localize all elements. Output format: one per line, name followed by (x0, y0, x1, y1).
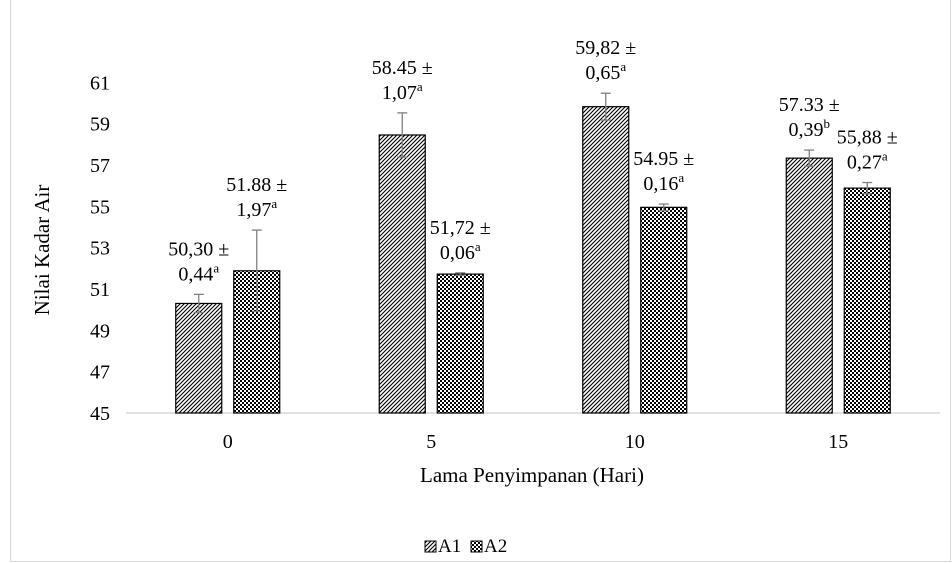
data-label: 59,82 ± (575, 37, 636, 59)
x-tick-label: 0 (223, 431, 233, 453)
x-tick-label: 10 (625, 431, 645, 453)
data-label-error: 0,06a (440, 239, 481, 264)
bar-a1 (378, 134, 426, 414)
bar-a1 (582, 106, 630, 414)
bars: 50,30 ±0,44a 51.88 ±1,97a 58.45 ±1,07a 51,7… (168, 37, 898, 414)
data-label-error: 1,97a (236, 196, 277, 221)
y-tick-label: 55 (90, 196, 110, 218)
y-tick-label: 49 (90, 320, 110, 342)
y-tick-labels: 45 47 49 51 53 55 57 59 61 (90, 72, 110, 425)
y-tick-label: 53 (90, 238, 110, 260)
y-tick-label: 61 (90, 72, 110, 94)
x-tick-labels: 0 5 10 15 (223, 431, 849, 453)
data-label: 58.45 ± (372, 57, 433, 79)
bar-a1 (785, 157, 833, 414)
legend-swatch-a1 (424, 540, 437, 553)
bar-a2 (843, 187, 891, 414)
data-label-error: 0,39b (789, 116, 831, 141)
y-tick-label: 57 (90, 155, 110, 177)
x-tick-label: 5 (426, 431, 436, 453)
data-label: 51.88 ± (226, 174, 287, 196)
data-label-error: 0,44a (178, 260, 219, 285)
data-label: 57.33 ± (779, 94, 840, 116)
x-tick-label: 15 (828, 431, 848, 453)
data-label: 50,30 ± (168, 238, 229, 260)
data-label: 55,88 ± (837, 127, 898, 149)
y-axis-title: Nilai Kadar Air (30, 185, 54, 316)
chart-frame (10, 0, 951, 562)
data-label: 51,72 ± (430, 217, 491, 239)
legend-label-a2: A2 (484, 536, 507, 557)
y-tick-label: 47 (90, 362, 110, 384)
data-label-error: 1,07a (382, 79, 423, 104)
legend-label-a1: A1 (438, 536, 461, 557)
y-tick-label: 45 (90, 403, 110, 425)
y-tick-label: 59 (90, 114, 110, 136)
legend: A1 A2 (424, 536, 507, 557)
legend-swatch-a2 (470, 540, 483, 553)
y-tick-label: 51 (90, 279, 110, 301)
data-label-error: 0,27a (847, 149, 888, 174)
data-label-error: 0,16a (643, 170, 684, 195)
bar-a2 (640, 206, 688, 414)
bar-a1 (175, 302, 223, 414)
bar-a2 (436, 273, 484, 414)
data-label-error: 0,65a (585, 59, 626, 84)
x-axis-title: Lama Penyimpanan (Hari) (420, 463, 644, 487)
data-label: 54.95 ± (633, 148, 694, 170)
